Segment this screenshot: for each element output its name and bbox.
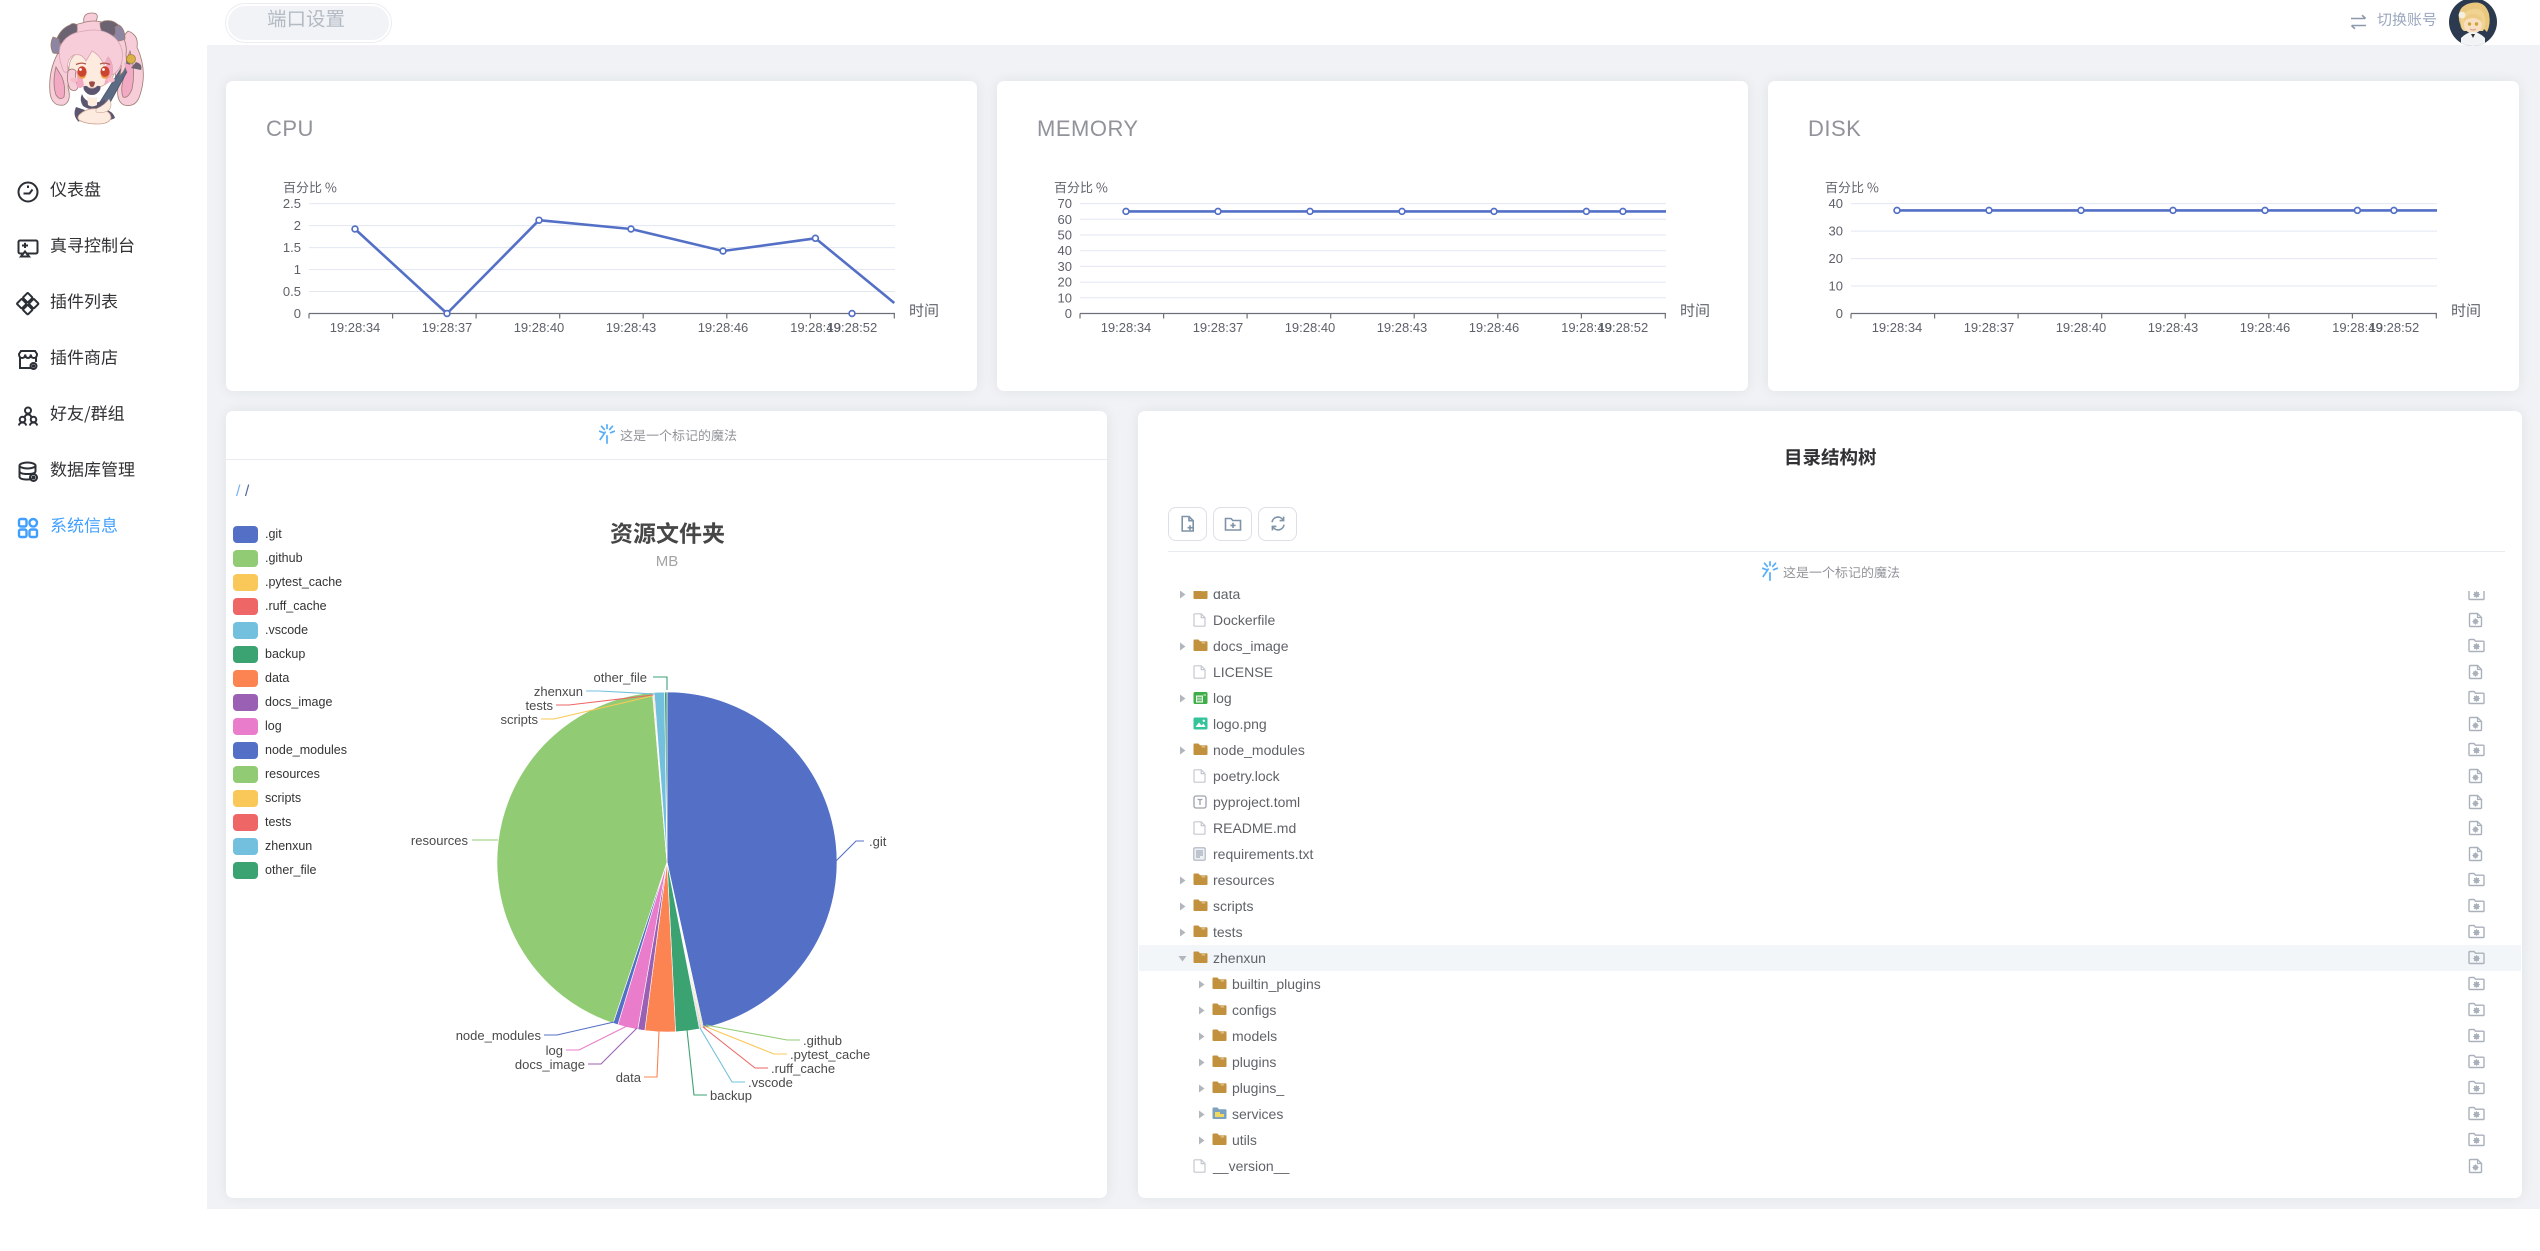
svg-text:docs_image: docs_image <box>515 1057 585 1072</box>
svg-text:40: 40 <box>1829 196 1843 211</box>
svg-text:19:28:46: 19:28:46 <box>1469 320 1520 335</box>
svg-text:.pytest_cache: .pytest_cache <box>790 1047 870 1062</box>
svg-text:19:28:49: 19:28:49 <box>790 320 841 335</box>
svg-text:node_modules: node_modules <box>456 1028 542 1043</box>
svg-text:log: log <box>546 1043 563 1058</box>
svg-text:50: 50 <box>1058 228 1072 243</box>
svg-text:.github: .github <box>803 1033 842 1048</box>
svg-text:.vscode: .vscode <box>748 1075 793 1090</box>
svg-text:19:28:34: 19:28:34 <box>1872 320 1923 335</box>
svg-text:resources: resources <box>411 833 469 848</box>
svg-text:30: 30 <box>1829 224 1843 239</box>
svg-text:19:28:52: 19:28:52 <box>2369 320 2420 335</box>
svg-text:19:28:40: 19:28:40 <box>514 320 565 335</box>
svg-text:1: 1 <box>294 262 301 277</box>
svg-text:1.5: 1.5 <box>283 240 301 255</box>
svg-text:scripts: scripts <box>500 712 538 727</box>
svg-text:19:28:49: 19:28:49 <box>1561 320 1612 335</box>
svg-text:19:28:40: 19:28:40 <box>1285 320 1336 335</box>
svg-text:70: 70 <box>1058 196 1072 211</box>
svg-text:0: 0 <box>1836 306 1843 321</box>
svg-text:19:28:40: 19:28:40 <box>2056 320 2107 335</box>
svg-text:19:28:34: 19:28:34 <box>330 320 381 335</box>
svg-text:other_file: other_file <box>594 670 647 685</box>
svg-text:60: 60 <box>1058 212 1072 227</box>
svg-text:backup: backup <box>710 1088 752 1103</box>
svg-text:19:28:46: 19:28:46 <box>2240 320 2291 335</box>
svg-text:.git: .git <box>869 834 887 849</box>
svg-text:0: 0 <box>1065 306 1072 321</box>
svg-text:10: 10 <box>1058 290 1072 305</box>
svg-text:tests: tests <box>526 698 554 713</box>
svg-text:19:28:43: 19:28:43 <box>1377 320 1428 335</box>
svg-text:0: 0 <box>294 306 301 321</box>
svg-text:19:28:43: 19:28:43 <box>2148 320 2199 335</box>
svg-text:0.5: 0.5 <box>283 284 301 299</box>
svg-text:.ruff_cache: .ruff_cache <box>771 1061 835 1076</box>
svg-text:20: 20 <box>1058 275 1072 290</box>
svg-text:2: 2 <box>294 218 301 233</box>
svg-text:20: 20 <box>1829 251 1843 266</box>
svg-text:data: data <box>616 1070 642 1085</box>
svg-text:19:28:37: 19:28:37 <box>1964 320 2015 335</box>
svg-text:30: 30 <box>1058 259 1072 274</box>
svg-text:19:28:37: 19:28:37 <box>422 320 473 335</box>
svg-text:19:28:34: 19:28:34 <box>1101 320 1152 335</box>
svg-text:40: 40 <box>1058 243 1072 258</box>
svg-text:19:28:49: 19:28:49 <box>2332 320 2383 335</box>
svg-text:19:28:52: 19:28:52 <box>827 320 878 335</box>
svg-text:19:28:43: 19:28:43 <box>606 320 657 335</box>
svg-text:19:28:37: 19:28:37 <box>1193 320 1244 335</box>
svg-text:19:28:52: 19:28:52 <box>1598 320 1649 335</box>
svg-text:2.5: 2.5 <box>283 196 301 211</box>
svg-text:19:28:46: 19:28:46 <box>698 320 749 335</box>
svg-text:10: 10 <box>1829 279 1843 294</box>
svg-text:zhenxun: zhenxun <box>534 684 583 699</box>
